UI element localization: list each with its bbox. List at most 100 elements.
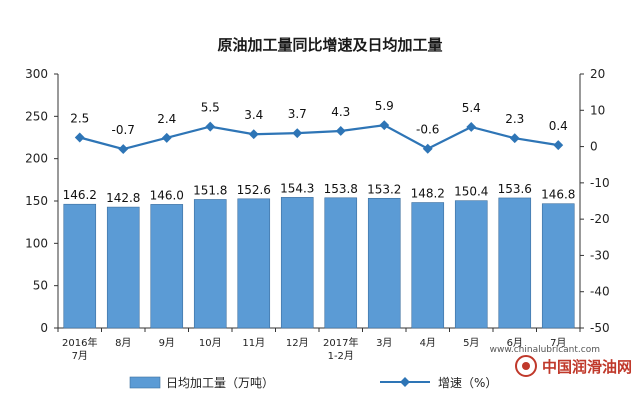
bar-value-label: 153.8 [324,182,358,196]
x-tick-label-line: 4月 [420,337,436,349]
legend-bar-swatch [129,376,161,389]
x-tick-label: 5月 [463,337,479,349]
left-tick-label: 50 [33,279,48,293]
x-tick-label-line: 1-2月 [328,350,354,362]
x-tick-label: 7月 [550,337,566,349]
bar [367,197,401,329]
growth-point [118,144,129,155]
x-tick-label: 10月 [199,337,222,349]
x-tick-label: 9月 [159,337,175,349]
growth-point [553,140,564,151]
chart-title: 原油加工量同比增速及日均加工量 [217,36,442,54]
growth-value-label: 2.3 [505,112,524,126]
x-tick-label-line: 3月 [376,337,392,349]
growth-value-label: 5.5 [201,101,220,115]
growth-value-label: 3.4 [244,108,263,122]
x-tick-label-line: 5月 [463,337,479,349]
growth-value-label: 2.5 [70,112,89,126]
left-tick-label: 250 [25,109,48,123]
x-tick-label-line: 12月 [286,337,309,349]
x-tick-label-line: 2016年 [62,336,97,349]
growth-point [466,122,477,132]
right-tick-label: -10 [590,176,610,190]
growth-point [422,143,433,154]
bar-value-label: 151.8 [193,183,227,197]
bar-value-label: 153.2 [367,182,401,196]
growth-point [292,128,303,139]
x-tick-label: 12月 [286,337,309,349]
growth-value-label: -0.6 [416,123,439,137]
bar [237,198,271,329]
growth-point [161,132,172,143]
x-tick-label: 6月 [507,337,523,349]
left-tick-label: 200 [25,152,48,166]
bar [454,200,488,329]
x-tick-label: 8月 [115,337,131,349]
legend-bar-label: 日均加工量（万吨） [166,376,274,390]
bar-value-label: 153.6 [498,182,532,196]
bar [324,197,358,329]
bar-value-label: 150.4 [454,185,488,199]
legend-line-marker [400,377,410,387]
left-tick-label: 150 [25,194,48,208]
bar-value-label: 152.6 [237,183,271,197]
bar [541,203,575,329]
x-tick-label: 3月 [376,337,392,349]
growth-value-label: -0.7 [112,123,135,137]
right-tick-label: 10 [590,103,605,117]
bar-value-label: 142.8 [106,191,140,205]
bar [193,199,227,329]
left-tick-label: 100 [25,236,48,250]
growth-point [205,121,216,132]
watermark-logo-icon [515,355,537,377]
x-tick-label: 2016年 7月 [62,336,97,362]
right-tick-label: 0 [590,140,598,154]
growth-value-label: 3.7 [288,107,307,121]
x-tick-label-line: 11月 [242,337,265,349]
growth-value-label: 5.9 [375,99,394,113]
x-tick-label: 11月 [242,337,265,349]
watermark-logo-dot [522,362,530,370]
x-tick-label-line: 7月 [550,337,566,349]
legend: 日均加工量（万吨） 增速（%） [129,376,497,390]
legend-line-label: 增速（%） [438,376,497,390]
growth-point [335,126,346,136]
bar [411,202,445,329]
right-tick-label: -30 [590,248,610,262]
bar [498,197,532,329]
watermark-name: 中国润滑油网 [542,358,632,376]
right-tick-label: 20 [590,67,605,81]
watermark: www.chinalubricant.com 中国润滑油网 [490,345,632,377]
growth-value-label: 2.4 [157,112,176,126]
bar [63,203,97,329]
bar-value-label: 146.0 [150,188,184,202]
plot-area: 0 50 100 150 200 250 300 -50 -40 -30 -20 -10 0 10 20 20… [25,67,610,362]
x-tick-label-line: 6月 [507,337,523,349]
bar-value-label: 154.3 [280,181,314,195]
x-tick-label-line: 10月 [199,337,222,349]
growth-value-label: 5.4 [462,101,481,115]
watermark-url: www.chinalubricant.com [490,345,600,355]
bar [106,206,140,329]
bar-value-label: 148.2 [411,187,445,201]
left-tick-label: 0 [40,321,48,335]
x-tick-label-line: 9月 [159,337,175,349]
bar-value-label: 146.2 [63,188,97,202]
bar [280,197,314,329]
growth-value-label: 4.3 [331,105,350,119]
right-tick-label: -40 [590,285,610,299]
growth-point [509,133,520,144]
x-tick-label-line: 2017年 [323,336,358,349]
x-tick-label-line: 7月 [72,350,88,362]
x-tick-label: 2017年 1-2月 [323,336,358,362]
bar-value-label: 146.8 [541,188,575,202]
growth-point [248,129,259,140]
right-tick-label: -50 [590,321,610,335]
bar [150,204,184,329]
growth-point [74,132,85,143]
growth-point [379,120,390,131]
growth-line [79,124,559,151]
x-tick-label: 4月 [420,337,436,349]
